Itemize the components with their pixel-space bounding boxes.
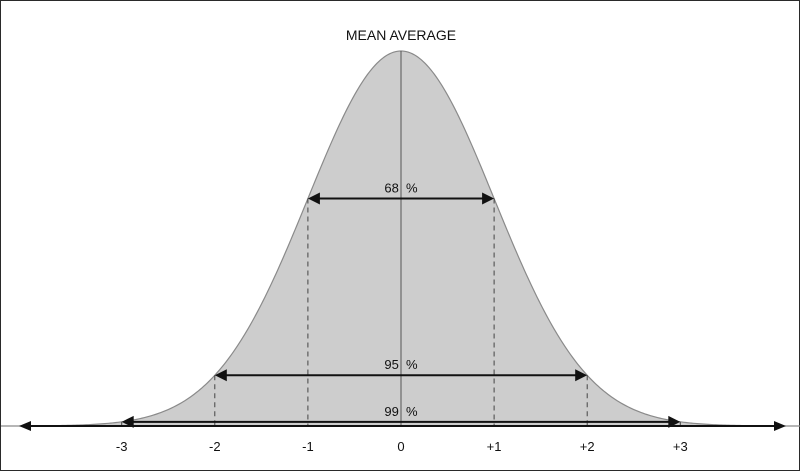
x-tick-label: +3: [673, 439, 688, 454]
x-tick-label: -3: [116, 439, 128, 454]
interval-label: 95 %: [384, 357, 418, 372]
x-tick-label: +2: [580, 439, 595, 454]
chart-title: MEAN AVERAGE: [346, 27, 456, 43]
interval-arrowhead-right: [668, 415, 681, 428]
interval-arrowhead-right: [575, 369, 588, 382]
x-tick-label: -2: [209, 439, 221, 454]
x-tick-label: 0: [397, 439, 404, 454]
interval-arrowhead-left: [214, 369, 227, 382]
interval-label: 68 %: [384, 181, 418, 196]
x-axis-arrow-right: [774, 421, 786, 431]
interval-arrows: 68 % 95 % 99 %: [121, 181, 681, 428]
interval-arrowhead-right: [482, 192, 495, 205]
x-axis-arrow-left: [19, 421, 31, 431]
x-tick-label: +1: [487, 439, 502, 454]
x-tick-label: -1: [302, 439, 314, 454]
interval-label: 99 %: [384, 404, 418, 419]
x-axis: [19, 421, 786, 431]
x-tick-labels: -3 -2 -1 0 +1 +2 +3: [116, 439, 688, 454]
interval-arrowhead-left: [307, 192, 320, 205]
interval-arrowhead-left: [121, 415, 134, 428]
